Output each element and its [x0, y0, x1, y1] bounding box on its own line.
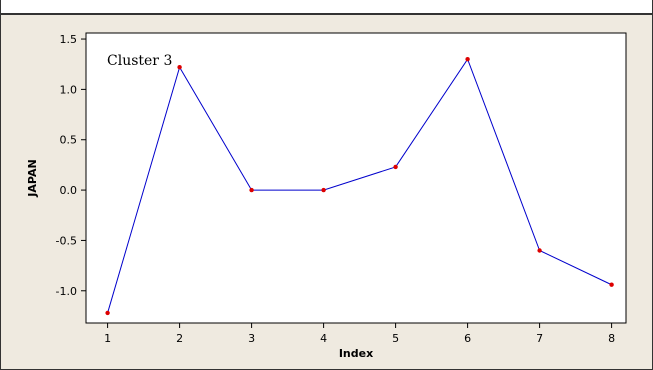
x-tick-label: 8: [608, 332, 615, 345]
x-tick-label: 3: [248, 332, 255, 345]
data-point: [249, 187, 254, 193]
data-point: [465, 56, 470, 62]
y-tick-label: -1.0: [56, 285, 77, 298]
series-line: [107, 58, 612, 314]
x-tick-label: 6: [464, 332, 471, 345]
x-axis-label: Index: [339, 347, 373, 360]
y-tick-label: 0.5: [60, 134, 78, 147]
cluster-annotation: Cluster 3: [107, 53, 172, 69]
data-point: [177, 65, 182, 70]
y-axis-label: JAPAN: [26, 159, 39, 197]
series-markers: [105, 56, 614, 316]
x-tick-label: 2: [176, 332, 183, 345]
plot-area: [85, 32, 627, 324]
x-tick-label: 5: [392, 332, 399, 345]
data-point: [321, 187, 326, 193]
y-tick-label: 1.0: [60, 83, 78, 96]
x-tick-label: 4: [320, 332, 327, 345]
y-tick-label: -0.5: [56, 234, 77, 247]
x-axis: 1 2 3 4 5 6 7 8: [104, 323, 615, 345]
data-point: [609, 282, 614, 287]
data-point: [537, 248, 542, 253]
x-tick-label: 7: [536, 332, 543, 345]
x-tick-label: 1: [104, 332, 111, 345]
y-tick-label: 0.0: [60, 184, 78, 197]
y-axis: 1.5 1.0 0.5 0.0 -0.5 -1.0: [56, 33, 86, 298]
data-point: [105, 310, 110, 316]
data-point: [393, 164, 398, 170]
y-tick-label: 1.5: [60, 33, 78, 46]
